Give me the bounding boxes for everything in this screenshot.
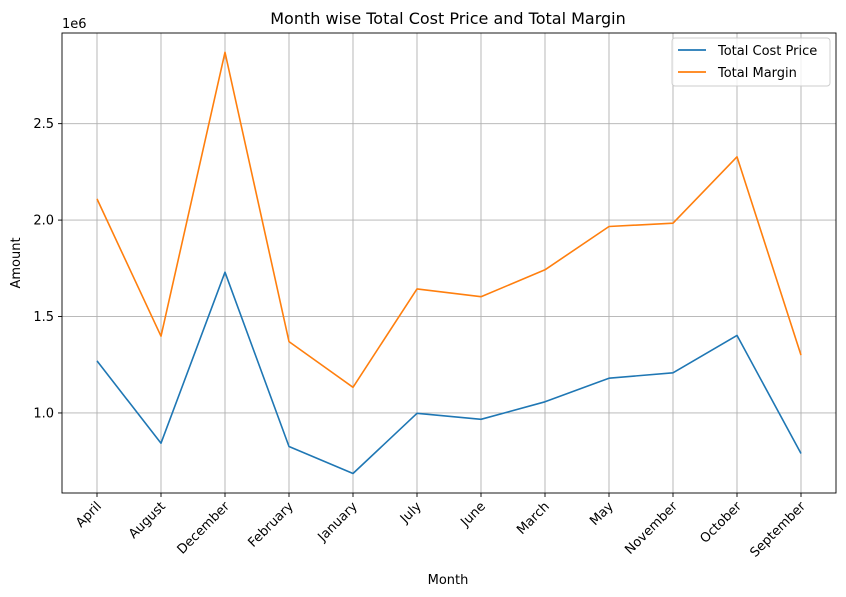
series-line-total-margin [96,51,802,389]
x-axis-ticks: April August December February January July Ju… [73,493,809,561]
x-axis-label: Month [428,573,469,588]
legend: Total Cost Price Total Margin [671,37,831,87]
y-tick-label: 2.0 [33,214,54,229]
chart-title: Month wise Total Cost Price and Total Ma… [270,9,626,28]
series-line-total-cost-price [96,271,802,475]
y-tick-label: 1.0 [33,406,54,421]
x-tick-label: April [73,499,105,531]
x-tick-label: May [587,499,617,529]
plot-frame [61,32,837,494]
x-tick-label: June [457,499,488,530]
legend-label: Total Margin [717,66,797,81]
series-lines [96,51,802,475]
y-axis-ticks: 1.0 1.5 2.0 2.5 [33,117,62,421]
x-tick-label: December [175,499,234,558]
y-tick-label: 2.5 [33,117,54,132]
legend-box [671,37,831,87]
grid [62,33,836,493]
x-tick-label: February [245,499,297,551]
y-tick-label: 1.5 [33,310,54,325]
legend-label: Total Cost Price [717,44,817,59]
x-tick-label: July [397,499,425,527]
x-tick-label: November [622,499,681,558]
y-offset-label: 1e6 [62,17,87,32]
x-tick-label: September [747,499,809,561]
y-axis-label: Amount [9,237,24,288]
x-tick-label: October [697,499,745,547]
x-tick-label: August [126,499,169,542]
x-tick-label: January [315,499,361,545]
x-tick-label: March [514,499,553,538]
